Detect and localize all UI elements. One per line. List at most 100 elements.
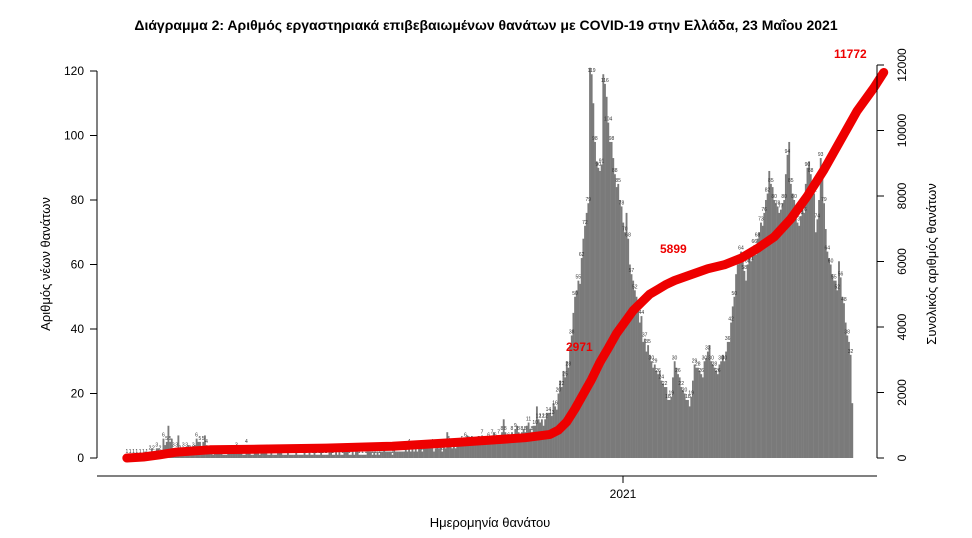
bar-value-label: 1	[135, 449, 138, 455]
daily-bar	[743, 270, 746, 458]
bar-value-label: 82	[765, 188, 771, 194]
daily-bar	[642, 341, 645, 458]
bar-value-label: 2	[149, 446, 152, 452]
bar-value-label: 7	[481, 429, 484, 435]
daily-bar	[813, 193, 816, 459]
daily-bar	[481, 435, 484, 458]
daily-bar	[811, 187, 814, 458]
left-tick-label: 120	[64, 64, 84, 78]
daily-bar	[720, 361, 723, 458]
daily-bar	[257, 451, 259, 458]
chart-title: Διάγραμμα 2: Αριθμός εργαστηριακά επιβεβ…	[134, 17, 837, 33]
bar-value-label: 50	[572, 291, 578, 297]
daily-bar	[444, 448, 447, 458]
daily-bar	[584, 225, 586, 458]
bar-value-label: 58	[741, 265, 747, 271]
daily-bar	[580, 258, 583, 458]
daily-bar	[849, 354, 852, 458]
daily-bar	[843, 303, 845, 458]
bar-value-label: 18	[665, 394, 671, 400]
bar-value-label: 1	[374, 449, 377, 455]
bar-value-label: 85	[788, 178, 794, 184]
daily-bar	[265, 451, 268, 458]
daily-bar	[413, 451, 416, 458]
daily-bar	[258, 454, 261, 458]
daily-bar	[391, 454, 394, 458]
right-tick-label: 8000	[895, 182, 909, 209]
daily-bar	[594, 141, 596, 458]
daily-bar	[597, 167, 600, 458]
daily-bar	[585, 212, 588, 458]
bar-value-label: 28	[695, 362, 701, 368]
bar-value-label: 56	[838, 271, 844, 277]
daily-bar	[834, 280, 837, 459]
bar-value-label: 12	[539, 413, 545, 419]
daily-bar	[542, 425, 545, 458]
daily-bar	[348, 454, 351, 458]
daily-bar	[167, 425, 170, 458]
bar-value-label: 50	[732, 291, 738, 297]
bar-value-label: 2	[152, 446, 155, 452]
daily-bar	[663, 387, 666, 458]
daily-bar	[789, 183, 792, 459]
bar-value-label: 77	[778, 204, 784, 210]
bar-value-label: 3	[192, 442, 195, 448]
daily-bar	[248, 451, 251, 458]
bar-value-label: 5	[198, 436, 201, 442]
x-axis-title: Ημερομηνία θανάτου	[430, 515, 551, 530]
bar-value-label: 18	[685, 394, 691, 400]
daily-bar	[321, 454, 324, 458]
daily-bar	[298, 454, 301, 458]
daily-bar	[726, 341, 729, 458]
daily-bar	[448, 441, 450, 459]
daily-bar	[647, 345, 650, 459]
bar-value-label: 9	[514, 423, 517, 429]
bar-value-label: 1	[364, 449, 367, 455]
daily-bar	[487, 438, 490, 458]
bar-value-label: 61	[748, 255, 754, 261]
daily-bar	[539, 422, 542, 458]
daily-bar	[577, 280, 580, 459]
daily-bar	[738, 254, 741, 458]
bar-value-label: 3	[182, 442, 185, 448]
daily-bar	[682, 390, 684, 458]
daily-bar	[793, 200, 796, 458]
right-axis-title: Συνολικός αριθμός θανάτων	[924, 183, 939, 344]
daily-bar	[306, 454, 309, 458]
daily-bar	[582, 238, 585, 458]
daily-bar	[466, 435, 469, 458]
daily-bar	[233, 451, 236, 458]
daily-bar	[831, 274, 834, 458]
bar-value-label: 2	[441, 446, 444, 452]
daily-bar	[212, 454, 215, 458]
bar-value-label: 30	[722, 355, 728, 361]
daily-bar	[247, 451, 250, 458]
daily-bar	[532, 425, 535, 458]
bar-value-label: 8	[517, 426, 520, 432]
bar-value-label: 14	[546, 407, 552, 413]
daily-bar	[404, 448, 407, 458]
daily-bar	[685, 399, 688, 458]
daily-bar	[378, 454, 381, 458]
daily-bar	[467, 441, 470, 459]
daily-bar	[429, 448, 432, 458]
left-axis: 0 20 40 60 80 100 120	[64, 64, 98, 465]
daily-bar	[848, 341, 850, 458]
daily-bar	[607, 122, 610, 458]
daily-bar	[293, 454, 296, 458]
daily-bar	[371, 454, 374, 458]
daily-bar	[696, 367, 699, 458]
bar-value-label: 19	[688, 391, 694, 397]
daily-bar	[492, 432, 495, 458]
bar-value-label: 30	[708, 355, 714, 361]
daily-bar	[225, 454, 228, 458]
daily-bar	[662, 383, 664, 458]
daily-bar	[748, 258, 751, 458]
daily-bar	[330, 451, 333, 458]
bar-value-label: 60	[828, 259, 834, 265]
bar-value-label: 91	[599, 159, 605, 165]
daily-bar	[627, 238, 630, 458]
daily-bar	[730, 322, 733, 458]
daily-bar	[507, 438, 510, 458]
daily-bar	[162, 438, 165, 458]
